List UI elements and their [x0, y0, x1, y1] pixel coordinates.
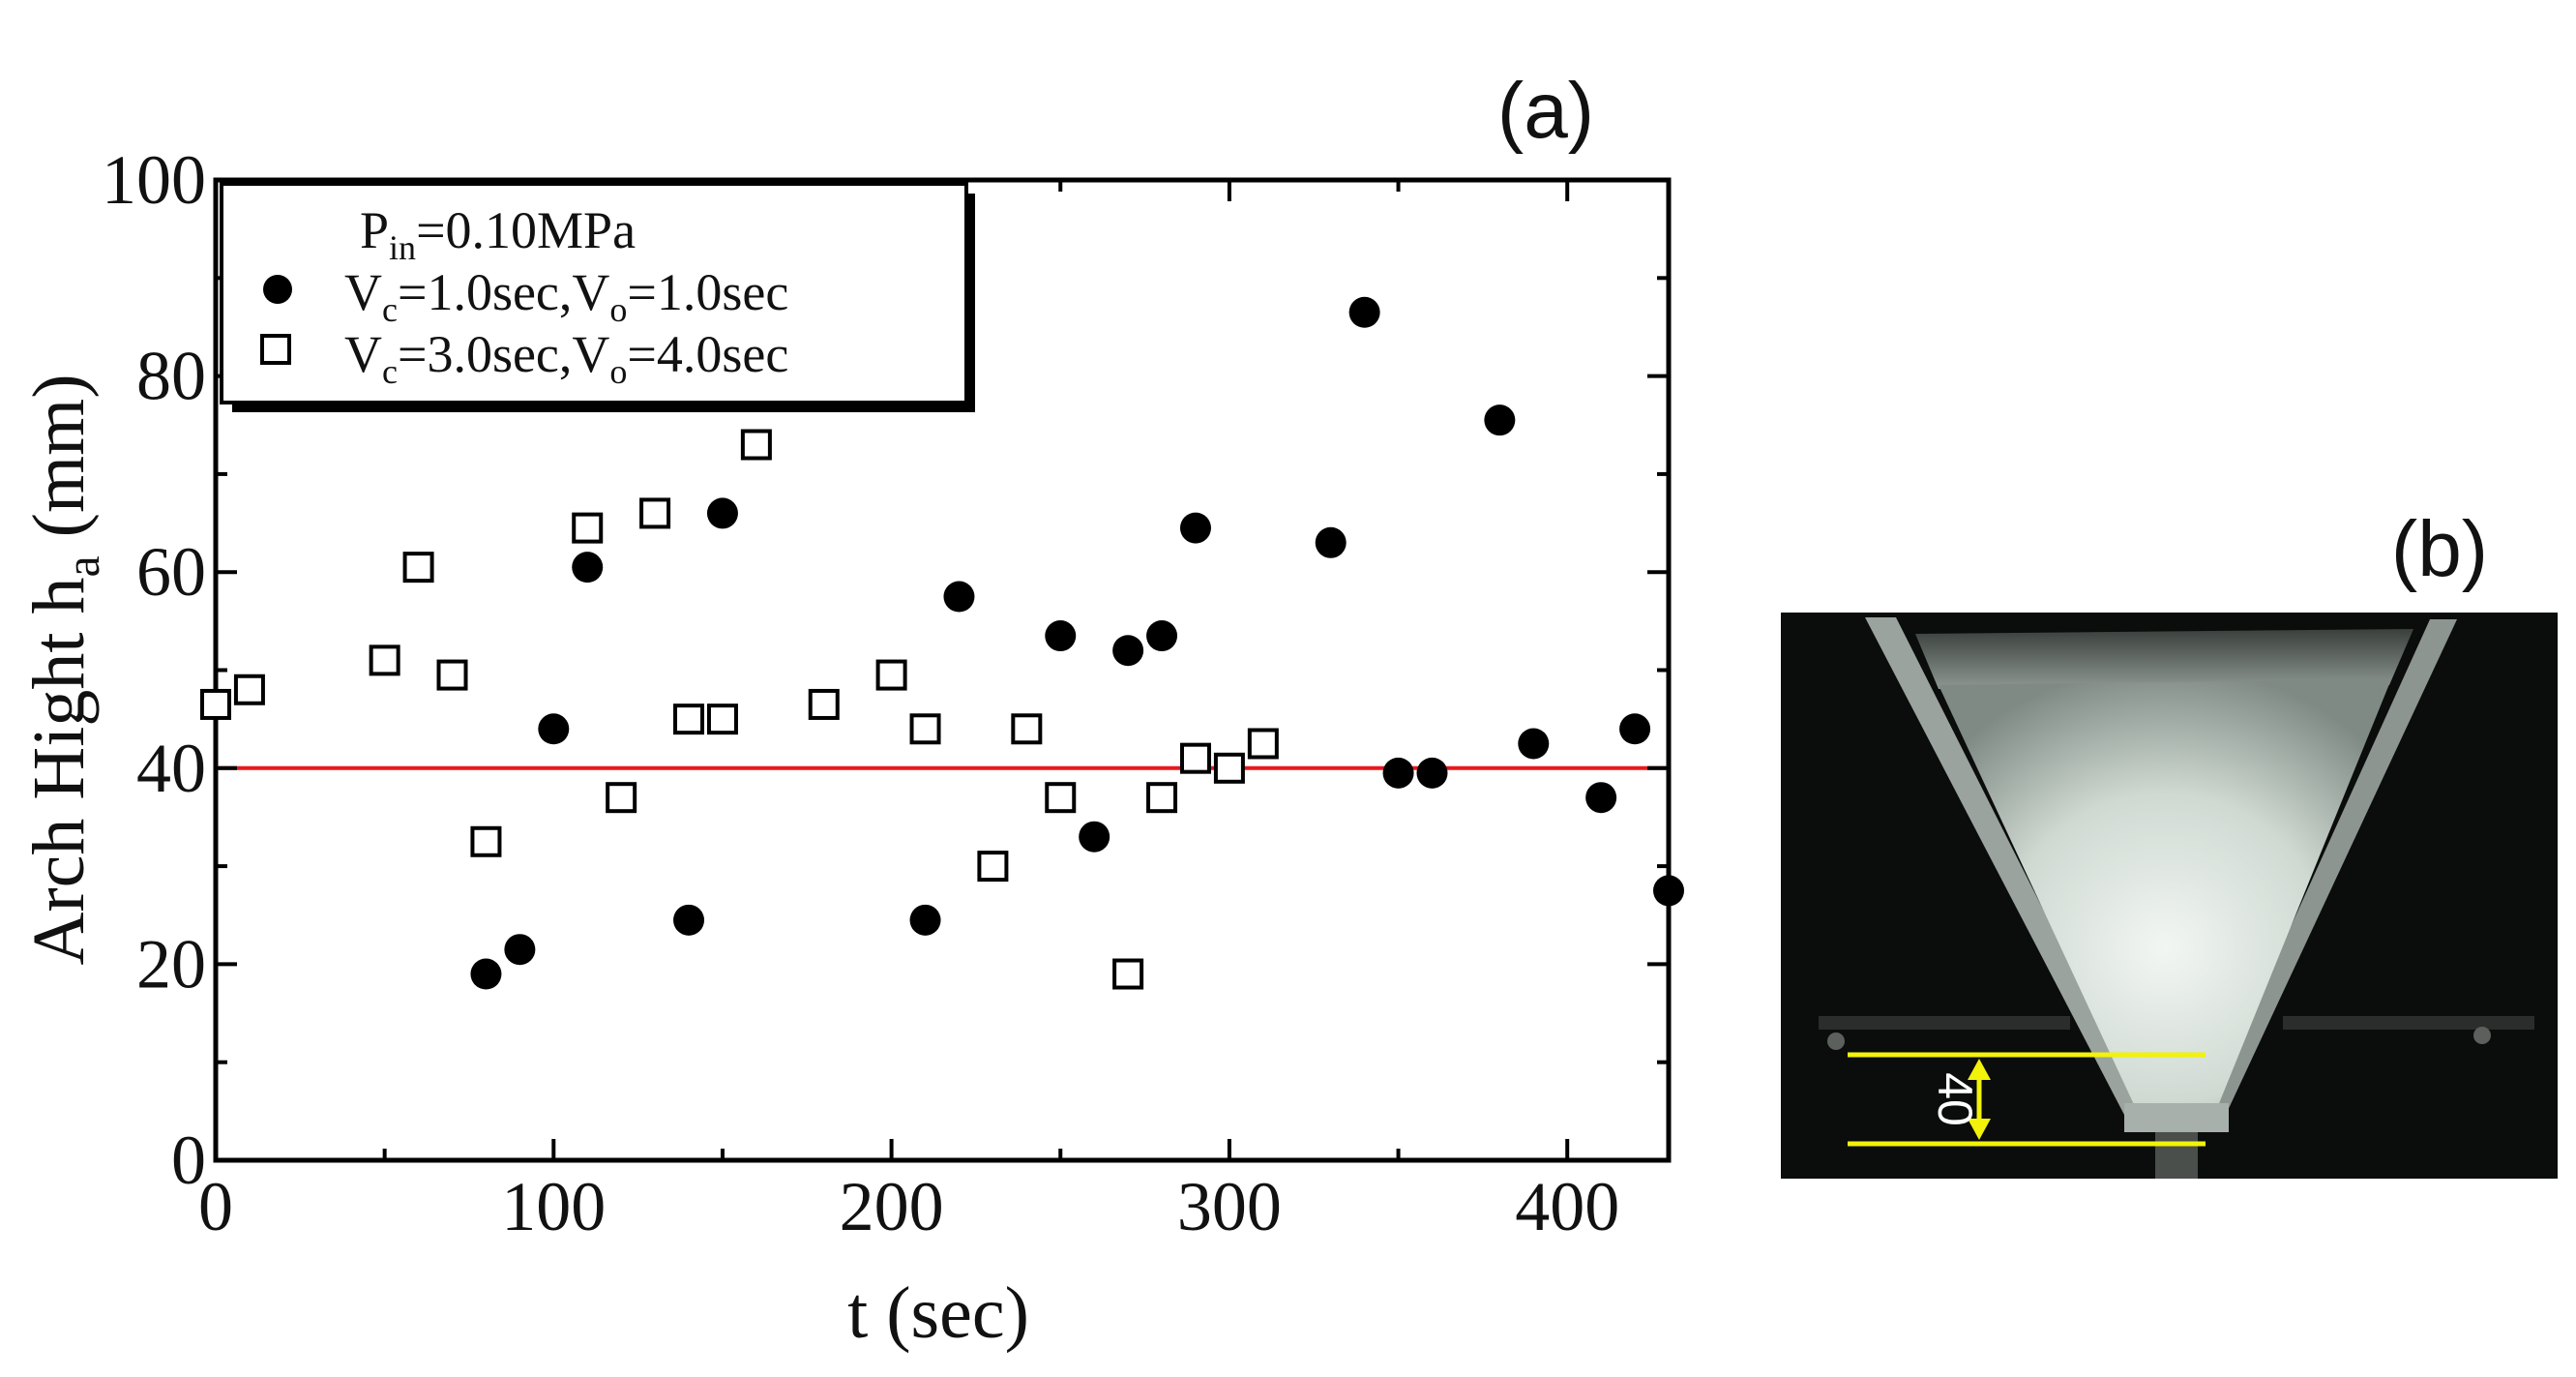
dimension-arrow-up — [1968, 1059, 1991, 1080]
panel-a-label: (a) — [1497, 67, 1594, 155]
point-series-1 — [1348, 296, 1380, 328]
y-tick-label: 100 — [102, 141, 206, 219]
point-series-1 — [1079, 821, 1110, 853]
point-series-2 — [740, 429, 772, 461]
point-series-1 — [1112, 635, 1144, 667]
point-series-1 — [572, 552, 604, 584]
x-axis-tick-labels: 0 100 200 300 400 — [198, 1168, 1619, 1245]
point-series-2 — [402, 552, 434, 584]
point-series-2 — [1045, 782, 1077, 814]
point-series-2 — [369, 644, 400, 676]
dimension-label-40: 40 — [1928, 1072, 1982, 1126]
y-tick-label: 0 — [171, 1122, 206, 1199]
point-series-1 — [1416, 757, 1448, 789]
point-series-2 — [233, 674, 265, 705]
hopper-left-wall — [1865, 617, 2146, 1115]
point-series-2 — [977, 851, 1009, 883]
point-series-2 — [572, 512, 604, 544]
legend-header: Pin=0.10MPa — [360, 201, 636, 267]
point-series-1 — [1653, 875, 1684, 907]
legend-entry-2: Vc=3.0sec,Vo=4.0sec — [344, 325, 788, 391]
point-series-2 — [1213, 752, 1245, 784]
photo-frame-bar-left — [1819, 1016, 2070, 1030]
y-tick-label: 60 — [136, 533, 206, 611]
x-tick-label: 0 — [198, 1168, 233, 1245]
y-axis-label: Arch Hight ha (mm) — [18, 374, 109, 965]
photo-bolt-left — [1827, 1033, 1845, 1050]
point-series-2 — [1146, 782, 1178, 814]
point-series-2 — [606, 782, 637, 814]
point-series-1 — [504, 934, 536, 966]
legend-marker-open-square — [260, 334, 291, 365]
point-series-2 — [673, 703, 705, 735]
x-tick-label: 400 — [1515, 1168, 1619, 1245]
point-series-1 — [706, 497, 738, 529]
y-tick-label: 20 — [136, 925, 206, 1003]
point-series-1 — [1315, 526, 1347, 558]
point-series-1 — [1146, 620, 1178, 652]
sand-top-layer — [1915, 629, 2413, 689]
y-axis-tick-labels: 0 20 40 60 80 100 — [102, 141, 206, 1199]
y-tick-label: 80 — [136, 338, 206, 415]
point-series-2 — [1112, 958, 1144, 990]
point-series-2 — [1247, 728, 1279, 760]
x-tick-label: 300 — [1177, 1168, 1282, 1245]
legend-entry-1: Vc=1.0sec,Vo=1.0sec — [344, 263, 788, 329]
y-axis-label-unit: (mm) — [18, 374, 100, 555]
point-series-2 — [1011, 713, 1043, 745]
powder-body — [1939, 679, 2391, 1113]
panel-b-label: (b) — [2391, 505, 2488, 593]
dimension-arrow-down — [1968, 1119, 1991, 1140]
point-series-2 — [639, 497, 671, 529]
x-axis-label: t (sec) — [847, 1272, 1029, 1354]
x-tick-label: 100 — [501, 1168, 606, 1245]
point-series-2 — [875, 659, 907, 691]
y-tick-label: 40 — [136, 730, 206, 807]
point-series-2 — [909, 713, 941, 745]
point-series-1 — [538, 713, 570, 745]
data-points — [200, 296, 1684, 990]
point-series-1 — [1484, 404, 1516, 436]
hopper-outlet-stem — [2155, 1132, 2198, 1179]
point-series-2 — [1179, 742, 1211, 774]
point-series-2 — [706, 703, 738, 735]
point-series-1 — [1382, 757, 1414, 789]
point-series-1 — [470, 958, 502, 990]
point-series-1 — [673, 904, 705, 936]
photo-bolt-right — [2473, 1027, 2491, 1044]
y-axis-label-subscript: a — [55, 555, 109, 577]
legend: Pin=0.10MPa Vc=1.0sec,Vo=1.0sec Vc=3.0se… — [220, 182, 975, 412]
point-series-1 — [943, 581, 975, 613]
hopper-photo: 40 — [1781, 613, 2558, 1179]
y-axis-label-main: Arch Hight h — [18, 578, 100, 966]
point-series-2 — [200, 688, 231, 720]
legend-box — [220, 182, 968, 404]
x-tick-label: 200 — [840, 1168, 944, 1245]
point-series-1 — [1518, 728, 1550, 760]
photo-frame-bar-right — [2283, 1016, 2534, 1030]
point-series-2 — [470, 825, 502, 857]
point-series-1 — [1619, 713, 1651, 745]
hopper-outlet — [2124, 1103, 2229, 1132]
point-series-2 — [808, 688, 840, 720]
point-series-1 — [1045, 620, 1077, 652]
point-series-1 — [1179, 512, 1211, 544]
point-series-2 — [436, 659, 468, 691]
point-series-1 — [909, 904, 941, 936]
point-series-1 — [1585, 782, 1617, 814]
hopper-right-wall — [2206, 619, 2457, 1117]
legend-marker-filled-circle — [263, 275, 292, 304]
